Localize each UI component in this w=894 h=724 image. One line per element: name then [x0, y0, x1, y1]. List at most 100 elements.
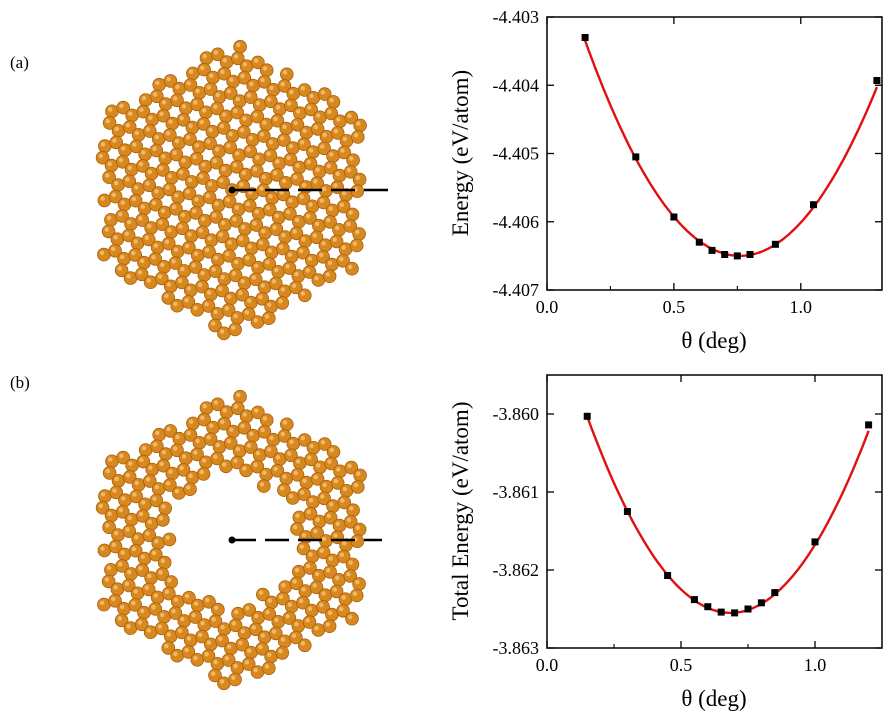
atom-highlight — [255, 101, 261, 106]
atom-highlight — [329, 447, 334, 453]
atom-highlight — [261, 228, 266, 234]
atom-highlight — [193, 655, 198, 661]
atom-highlight — [333, 533, 338, 538]
x-tick-label: 1.0 — [790, 297, 813, 317]
atom-highlight — [187, 177, 193, 183]
y-tick-label: -4.406 — [493, 212, 540, 232]
atom-highlight — [306, 159, 311, 165]
atom — [333, 114, 347, 129]
atom-highlight — [111, 246, 116, 252]
atom-highlight — [114, 126, 119, 132]
atom-highlight — [131, 196, 137, 202]
atom-highlight — [184, 647, 189, 653]
atom-highlight — [191, 613, 196, 618]
atom-highlight — [308, 552, 313, 557]
atom-highlight — [326, 513, 331, 519]
atom-highlight — [352, 241, 358, 246]
atom-highlight — [301, 532, 307, 538]
atom-highlight — [249, 81, 254, 87]
atom-highlight — [204, 302, 209, 307]
atom-highlight — [206, 85, 211, 90]
atom-highlight — [315, 517, 320, 522]
atom-highlight — [175, 434, 180, 440]
data-point — [771, 240, 779, 248]
atom — [306, 440, 321, 455]
atom-highlight — [265, 610, 270, 615]
atom-highlight — [254, 209, 259, 214]
atom-highlight — [242, 466, 247, 471]
atom-highlight — [166, 426, 171, 432]
atom-highlight — [264, 664, 270, 669]
atom-highlight — [117, 266, 123, 271]
atom-highlight — [134, 185, 139, 190]
atom-highlight — [195, 438, 200, 444]
atom — [297, 288, 312, 303]
atom — [239, 59, 254, 73]
atom-highlight — [314, 276, 319, 281]
atom-highlight — [198, 632, 203, 637]
atom-highlight — [295, 163, 300, 168]
y-tick-label: -3.860 — [493, 404, 540, 424]
atom — [297, 638, 312, 653]
atom-highlight — [306, 213, 311, 219]
data-point — [581, 34, 589, 41]
atom-highlight — [232, 217, 237, 222]
atom-highlight — [260, 283, 265, 288]
atom-highlight — [166, 282, 172, 287]
atom-highlight — [100, 142, 106, 147]
atom-highlight — [286, 155, 291, 160]
atom — [137, 605, 151, 620]
atom-highlight — [224, 656, 229, 661]
atom-highlight — [245, 605, 250, 611]
atom-highlight — [339, 202, 345, 207]
data-point — [670, 213, 678, 221]
atom-highlight — [265, 205, 271, 211]
atom-highlight — [218, 636, 223, 641]
x-tick-label: 0.5 — [670, 655, 693, 675]
atom-highlight — [155, 80, 160, 86]
atom-highlight — [105, 173, 110, 178]
atom-highlight — [255, 451, 261, 456]
atom-highlight — [224, 306, 229, 311]
atom-highlight — [209, 423, 214, 428]
atom-highlight — [293, 470, 298, 476]
atom-highlight — [269, 435, 274, 441]
atom — [345, 261, 359, 276]
atom-highlight — [125, 123, 131, 128]
atom-highlight — [120, 200, 125, 205]
atom-highlight — [294, 621, 299, 627]
atom-highlight — [229, 77, 234, 82]
atom-highlight — [200, 65, 205, 71]
atom-highlight — [321, 591, 326, 596]
atom-highlight — [287, 602, 293, 607]
atom-highlight — [119, 453, 124, 458]
atom-highlight — [220, 419, 225, 425]
atom-highlight — [164, 589, 170, 594]
atom — [183, 283, 198, 298]
atom-highlight — [195, 88, 200, 94]
atom — [250, 665, 265, 679]
atom-highlight — [335, 575, 340, 581]
atom-highlight — [118, 212, 123, 217]
atom-highlight — [301, 182, 307, 188]
atom-highlight — [140, 554, 145, 559]
atom — [346, 503, 360, 518]
atom-highlight — [271, 629, 277, 634]
atom-highlight — [144, 235, 150, 240]
atom-highlight — [341, 595, 346, 600]
atom-highlight — [147, 573, 152, 579]
atom-highlight — [173, 446, 178, 451]
atom-highlight — [274, 213, 280, 218]
atom-highlight — [242, 62, 247, 67]
atom-highlight — [342, 486, 347, 492]
atom-highlight — [147, 169, 152, 175]
atom-highlight — [281, 178, 287, 184]
atom-highlight — [293, 175, 298, 180]
atom-highlight — [282, 70, 288, 75]
atom — [345, 207, 360, 222]
atom-highlight — [153, 593, 158, 598]
atom-highlight — [148, 465, 153, 470]
atom-highlight — [131, 546, 137, 552]
atom-highlight — [246, 147, 251, 152]
x-tick-label: 1.0 — [804, 655, 827, 675]
